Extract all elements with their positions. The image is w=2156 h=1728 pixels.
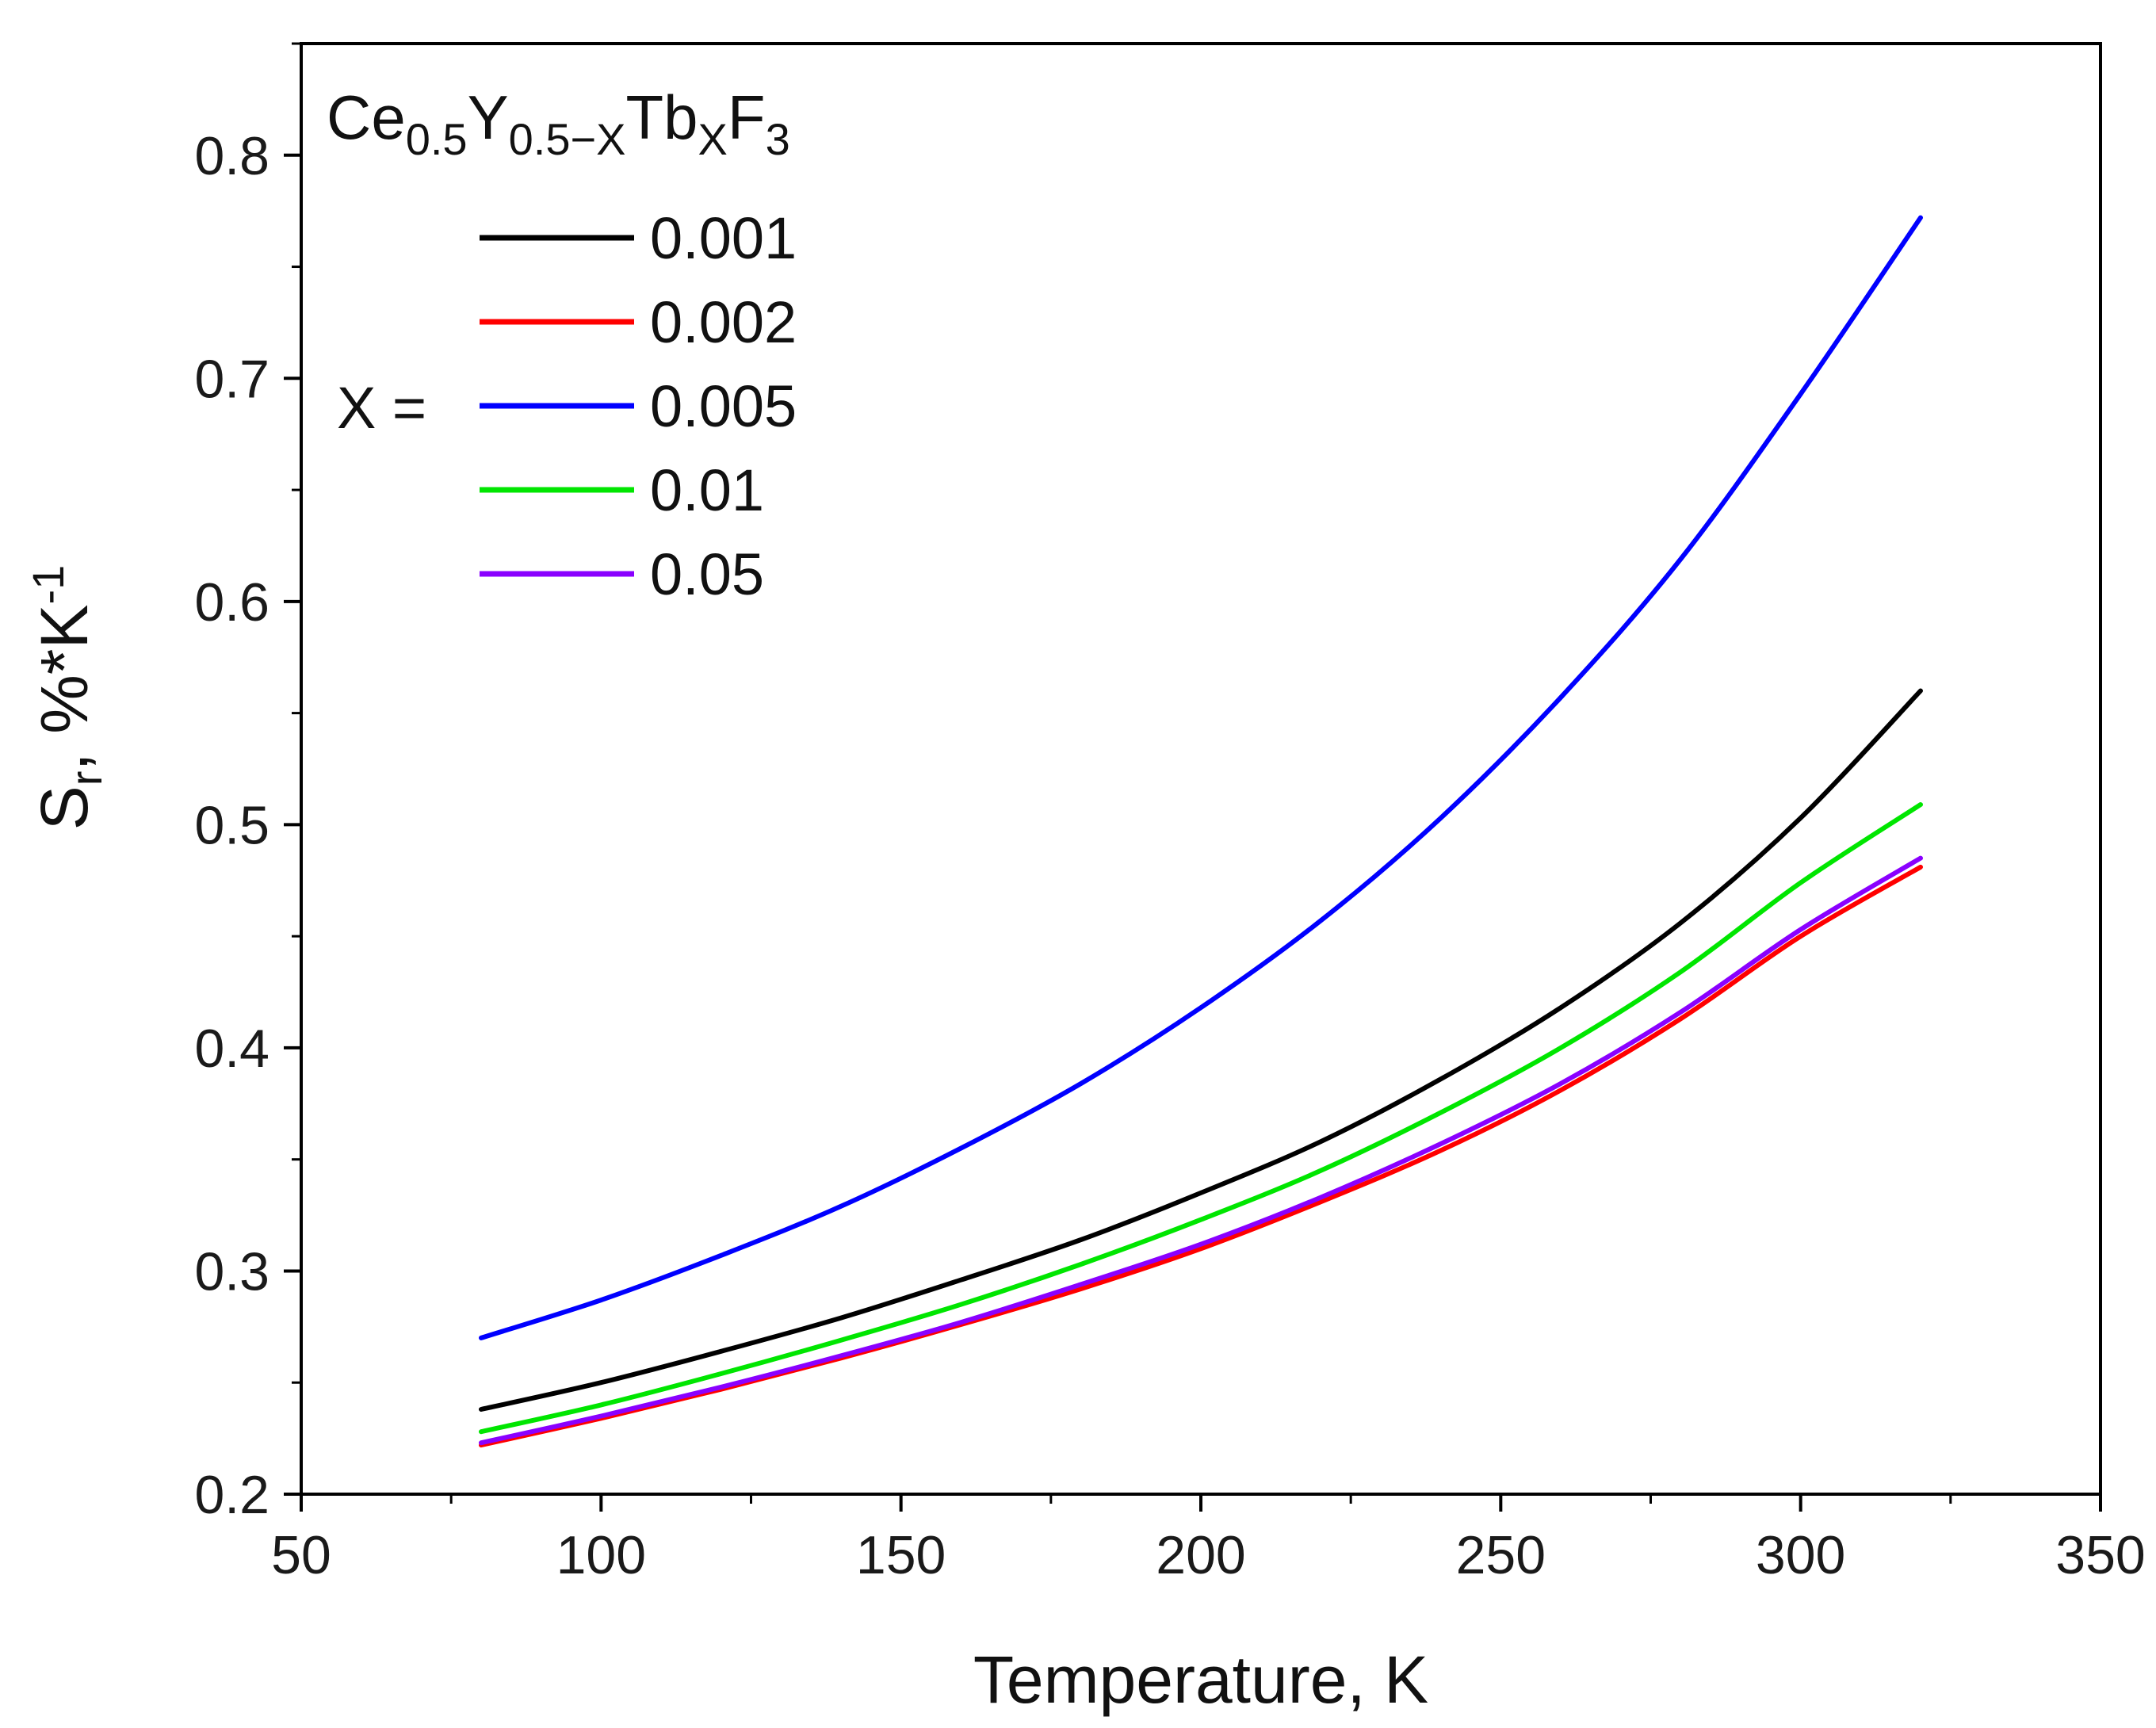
y-tick-label: 0.7	[194, 349, 270, 409]
x-tick-label: 350	[2055, 1525, 2145, 1585]
y-axis-title: Sr, %*K-1	[23, 565, 111, 831]
x-tick-label: 250	[1456, 1525, 1546, 1585]
legend: 0.001 0.002 0.005 0.01 0.05	[480, 205, 797, 607]
legend-label-0.002: 0.002	[650, 289, 797, 355]
legend-label-0.001: 0.001	[650, 205, 797, 271]
x-axis-title: Temperature, K	[973, 1642, 1428, 1717]
legend-prefix: X =	[337, 375, 426, 441]
y-tick-label: 0.5	[194, 795, 270, 855]
x-tick-label: 300	[1756, 1525, 1845, 1585]
x-tick-label: 150	[856, 1525, 946, 1585]
x-tick-label: 200	[1156, 1525, 1245, 1585]
y-tick-label: 0.6	[194, 572, 270, 633]
tick-labels: 50 100 150 200 250 300 350 0.2 0.3 0.4 0.5 0.6 0.7 0.…	[194, 126, 2145, 1585]
legend-label-0.005: 0.005	[650, 373, 797, 439]
series-line-0.005	[479, 215, 1923, 1340]
plot-frame	[300, 42, 2102, 1496]
y-tick-label: 0.2	[194, 1465, 270, 1525]
compound-label: Ce0.5Y0.5−XTbXF3	[327, 82, 790, 164]
legend-label-0.01: 0.01	[650, 457, 764, 523]
series-line-0.05	[479, 855, 1923, 1446]
x-tick-label: 50	[271, 1525, 331, 1585]
series-layer	[479, 215, 1923, 1448]
y-tick-label: 0.8	[194, 126, 270, 186]
y-tick-label: 0.3	[194, 1241, 270, 1302]
x-tick-label: 100	[556, 1525, 646, 1585]
axis-ticks	[284, 42, 2102, 1512]
legend-label-0.05: 0.05	[650, 541, 764, 607]
series-line-0.001	[479, 688, 1923, 1412]
series-line-0.01	[479, 802, 1923, 1435]
y-tick-label: 0.4	[194, 1019, 270, 1079]
